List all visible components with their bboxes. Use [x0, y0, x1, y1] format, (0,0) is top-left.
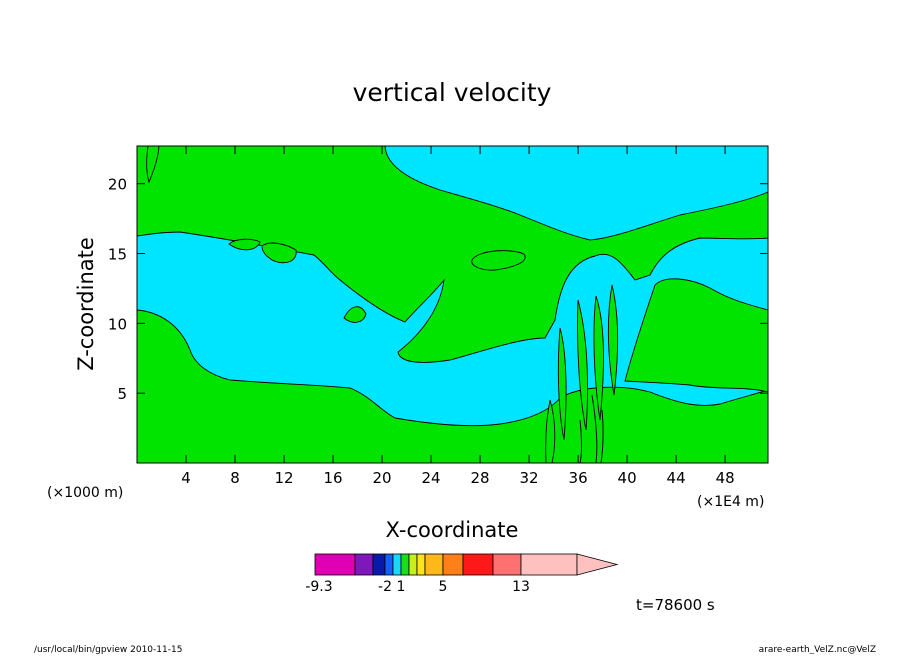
- contour-line-downdraft-2: [600, 409, 604, 463]
- x-tick-label: 36: [569, 469, 588, 487]
- contour-line-downdraft-3: [579, 419, 582, 463]
- colorbar-extension-arrow: [576, 553, 619, 576]
- x-axis: 4 8 12 16 20 24 28 32 36 40 44 48: [181, 146, 735, 487]
- colorbar-label: 13: [512, 579, 530, 595]
- contour-region-center-spot: [471, 250, 526, 271]
- y-tick-label: 15: [108, 246, 127, 264]
- y-tick-label: 20: [108, 176, 127, 194]
- contour-region-left-spot: [228, 238, 261, 251]
- contour-region-updraft-1: [557, 327, 567, 441]
- x-tick-label: 8: [230, 469, 240, 487]
- x-tick-label: 4: [181, 469, 191, 487]
- colorbar-segment: [372, 553, 386, 576]
- contour-region-small-spot-1: [261, 242, 297, 264]
- colorbar-segment: [416, 553, 426, 576]
- chart-title: vertical velocity: [353, 78, 552, 107]
- colorbar-segment: [392, 553, 402, 576]
- x-tick-label: 48: [716, 469, 735, 487]
- x-unit-right: (×1E4 m): [697, 494, 764, 510]
- colorbar-segment: [520, 553, 578, 576]
- x-tick-label: 12: [274, 469, 293, 487]
- x-tick-label: 44: [667, 469, 686, 487]
- x-tick-label: 40: [618, 469, 637, 487]
- plot-frame: [136, 145, 769, 464]
- colorbar-label: 1: [397, 579, 406, 595]
- contour-region-updraft-2: [577, 299, 589, 431]
- contour-region-right-bump: [624, 278, 768, 393]
- contour-region-small-spot-2: [343, 306, 367, 323]
- y-axis-label: Z-coordinate: [74, 237, 98, 371]
- x-tick-label: 32: [520, 469, 539, 487]
- downdraft-lines: [579, 394, 604, 463]
- x-tick-label: 16: [323, 469, 342, 487]
- contour-region-upper-band: [137, 146, 768, 363]
- colorbar-label: 5: [439, 579, 448, 595]
- contour-region-top-left-column: [146, 146, 160, 184]
- x-tick-label: 24: [422, 469, 441, 487]
- colorbar: [314, 553, 619, 576]
- colorbar-segment: [400, 553, 410, 576]
- colorbar-label: -9.3: [305, 579, 332, 595]
- colorbar-segment: [462, 553, 494, 576]
- footer-left: /usr/local/bin/gpview 2010-11-15: [34, 645, 182, 654]
- plot-area: [137, 146, 768, 463]
- colorbar-segment: [314, 553, 356, 576]
- x-tick-label: 28: [471, 469, 490, 487]
- positive-velocity-regions: [137, 146, 768, 463]
- colorbar-segment: [408, 553, 418, 576]
- contour-region-updraft-5: [545, 399, 556, 463]
- x-tick-label: 20: [373, 469, 392, 487]
- colorbar-segment: [384, 553, 394, 576]
- colorbar-segment: [424, 553, 444, 576]
- contour-line-downdraft-1: [591, 394, 598, 463]
- footer-right: arare-earth_VelZ.nc@VelZ: [759, 645, 876, 654]
- colorbar-label: -2: [378, 579, 392, 595]
- y-axis: 5 10 15 20: [108, 176, 768, 403]
- time-label: t=78600 s: [636, 596, 715, 614]
- contour-region-lower-band: [137, 309, 768, 463]
- x-unit-left: (×1000 m): [47, 485, 123, 501]
- colorbar-segment: [492, 553, 522, 576]
- y-tick-label: 5: [117, 385, 127, 403]
- colorbar-labels: -9.3 -2 1 5 13: [305, 579, 530, 595]
- contour-region-updraft-3: [593, 295, 604, 421]
- colorbar-segment: [354, 553, 374, 576]
- y-tick-label: 10: [108, 315, 127, 333]
- x-axis-label: X-coordinate: [386, 518, 519, 542]
- contour-region-updraft-4: [607, 284, 619, 396]
- colorbar-segment: [442, 553, 464, 576]
